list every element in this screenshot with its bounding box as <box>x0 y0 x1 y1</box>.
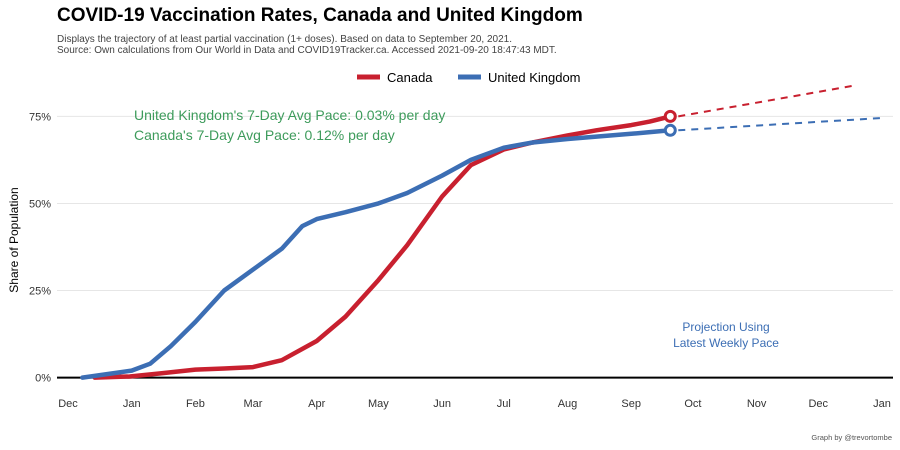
subtitle-line-1: Displays the trajectory of at least part… <box>57 34 512 45</box>
x-tick-label: Nov <box>747 398 767 410</box>
y-tick-label: 25% <box>29 286 51 298</box>
endpoint-marker-united-kingdom <box>663 123 677 137</box>
y-tick-label: 0% <box>35 373 51 385</box>
series-line-united-kingdom <box>80 128 673 380</box>
chart-caption: Graph by @trevortombe <box>811 433 892 442</box>
series-line-canada <box>92 114 673 380</box>
x-axis-labels: Dec Jan Feb Mar Apr May Jun Jul Aug Sep Oct Nov Dec J… <box>58 398 891 410</box>
uk-pace-annotation: United Kingdom's 7-Day Avg Pace: 0.03% p… <box>134 107 445 123</box>
x-tick-label: Jan <box>873 398 891 410</box>
y-tick-label: 75% <box>29 111 51 123</box>
legend-label-united-kingdom: United Kingdom <box>488 70 581 85</box>
x-tick-label: Apr <box>308 398 325 410</box>
y-axis-title: Share of Population <box>7 187 21 292</box>
x-tick-label: Oct <box>684 398 701 410</box>
y-axis-labels: 0% 25% 50% 75% <box>29 111 51 384</box>
x-tick-label: Mar <box>244 398 263 410</box>
endpoint-marker-canada <box>663 109 677 123</box>
chart-subtitle: Displays the trajectory of at least part… <box>57 34 557 56</box>
grid-lines <box>57 115 893 292</box>
series-lines <box>80 84 881 380</box>
x-tick-label: May <box>368 398 389 410</box>
legend: Canada United Kingdom <box>357 70 581 85</box>
projection-annotation-line-1: Projection Using <box>682 320 769 334</box>
chart-title: COVID-19 Vaccination Rates, Canada and U… <box>57 5 583 26</box>
projection-annotation-line-2: Latest Weekly Pace <box>673 336 779 350</box>
projection-line-canada <box>678 84 858 118</box>
x-tick-label: Jan <box>123 398 141 410</box>
x-tick-label: Aug <box>558 398 578 410</box>
projection-line-united-kingdom <box>678 117 881 132</box>
x-tick-label: Sep <box>621 398 641 410</box>
x-tick-label: Dec <box>808 398 828 410</box>
legend-label-canada: Canada <box>387 70 433 85</box>
x-tick-label: Feb <box>186 398 205 410</box>
x-tick-label: Jul <box>497 398 511 410</box>
y-tick-label: 50% <box>29 198 51 210</box>
canada-pace-annotation: Canada's 7-Day Avg Pace: 0.12% per day <box>134 127 395 143</box>
subtitle-line-2: Source: Own calculations from Our World … <box>57 45 557 56</box>
x-tick-label: Dec <box>58 398 78 410</box>
x-tick-label: Jun <box>433 398 451 410</box>
